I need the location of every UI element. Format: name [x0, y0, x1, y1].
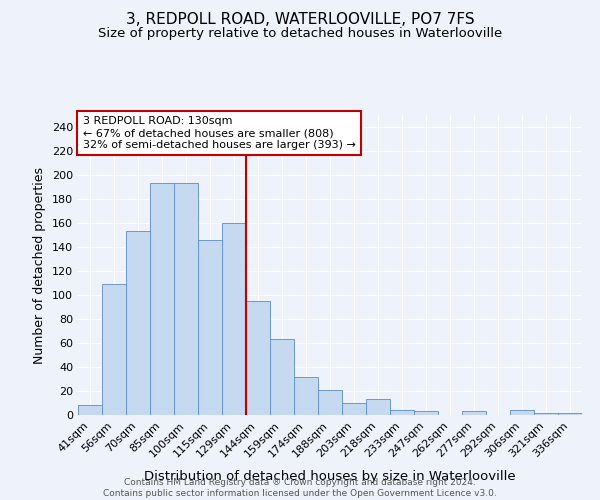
Bar [414, 412, 438, 415]
Bar [174, 184, 198, 415]
Bar [150, 184, 174, 415]
Bar [510, 410, 534, 415]
Text: Contains HM Land Registry data ® Crown copyright and database right 2024.
Contai: Contains HM Land Registry data ® Crown c… [103, 478, 497, 498]
Bar [366, 400, 390, 415]
Bar [462, 412, 486, 415]
Text: Size of property relative to detached houses in Waterlooville: Size of property relative to detached ho… [98, 28, 502, 40]
Bar [246, 301, 270, 415]
Bar [558, 412, 582, 415]
Bar [534, 412, 558, 415]
Bar [222, 223, 246, 415]
Y-axis label: Number of detached properties: Number of detached properties [34, 166, 46, 364]
Bar [78, 406, 102, 415]
Bar [102, 284, 126, 415]
Bar [126, 232, 150, 415]
Bar [342, 403, 366, 415]
Bar [198, 240, 222, 415]
Bar [318, 390, 342, 415]
X-axis label: Distribution of detached houses by size in Waterlooville: Distribution of detached houses by size … [144, 470, 516, 483]
Text: 3 REDPOLL ROAD: 130sqm
← 67% of detached houses are smaller (808)
32% of semi-de: 3 REDPOLL ROAD: 130sqm ← 67% of detached… [83, 116, 356, 150]
Bar [294, 376, 318, 415]
Bar [390, 410, 414, 415]
Text: 3, REDPOLL ROAD, WATERLOOVILLE, PO7 7FS: 3, REDPOLL ROAD, WATERLOOVILLE, PO7 7FS [125, 12, 475, 28]
Bar [270, 340, 294, 415]
